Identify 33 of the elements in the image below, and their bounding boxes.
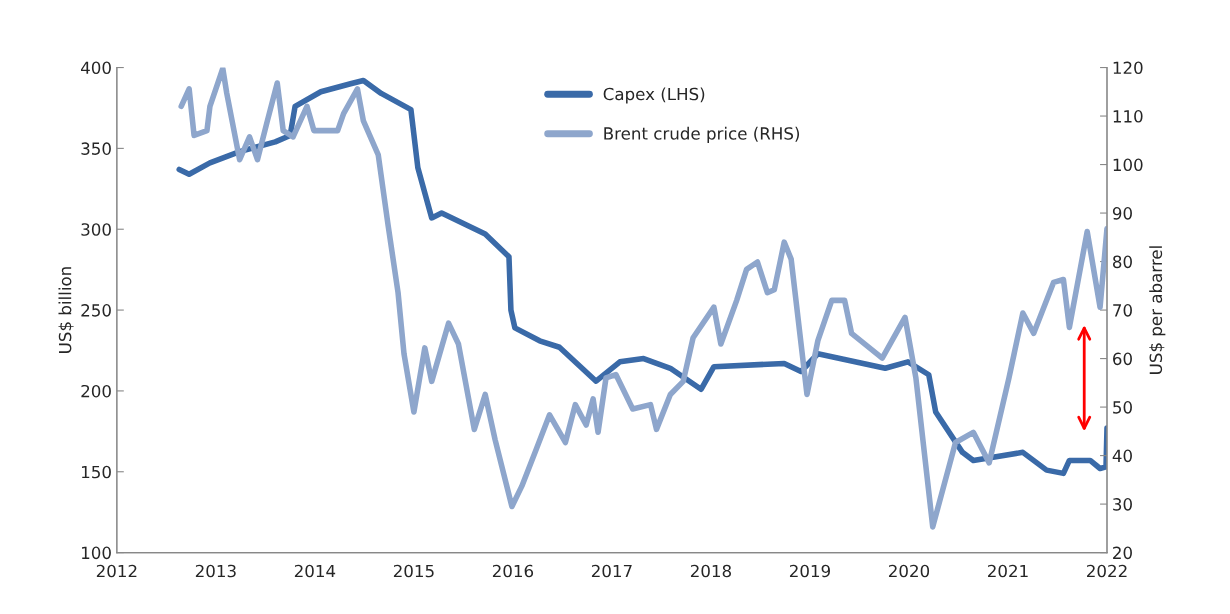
x-tick-label: 2016 bbox=[492, 564, 534, 578]
y2-tick-label: 30 bbox=[1113, 498, 1132, 511]
x-tick-label: 2014 bbox=[294, 564, 336, 578]
legend-label: Brent crude price (RHS) bbox=[604, 126, 800, 143]
y2-axis-title: US$ per abarrel bbox=[1149, 246, 1166, 374]
legend-label: Capex (LHS) bbox=[603, 87, 705, 104]
x-tick-label: 2017 bbox=[591, 564, 632, 578]
y-tick-label: 150 bbox=[82, 465, 111, 479]
y-tick-label: 350 bbox=[81, 142, 111, 155]
x-tick-label: 2019 bbox=[789, 564, 830, 578]
x-tick-label: 2018 bbox=[690, 564, 732, 578]
y2-tick-label: 120 bbox=[1113, 61, 1143, 75]
y-axis-title: US$ billion bbox=[58, 267, 74, 353]
y-tick-label: 300 bbox=[81, 223, 111, 236]
y-tick-label: 200 bbox=[81, 384, 111, 398]
y-tick-label: 400 bbox=[80, 61, 111, 75]
y2-tick-label: 60 bbox=[1113, 352, 1132, 366]
y2-tick-label: 100 bbox=[1113, 158, 1143, 172]
x-tick-label: 2022 bbox=[1087, 564, 1127, 578]
x-tick-label: 2020 bbox=[888, 564, 930, 578]
y2-tick-label: 80 bbox=[1112, 255, 1132, 269]
y-tick-label: 250 bbox=[81, 304, 111, 317]
y2-tick-label: 90 bbox=[1112, 207, 1132, 220]
x-tick-label: 2015 bbox=[393, 564, 434, 578]
x-tick-label: 2012 bbox=[96, 564, 137, 578]
y2-tick-label: 20 bbox=[1113, 546, 1132, 560]
y2-tick-label: 40 bbox=[1112, 449, 1132, 463]
x-tick-label: 2013 bbox=[195, 564, 236, 578]
x-tick-label: 2021 bbox=[988, 564, 1028, 578]
y2-tick-label: 50 bbox=[1113, 401, 1132, 414]
y2-tick-label: 110 bbox=[1113, 110, 1143, 123]
y2-tick-label: 70 bbox=[1113, 304, 1132, 317]
y-tick-label: 100 bbox=[82, 546, 111, 560]
